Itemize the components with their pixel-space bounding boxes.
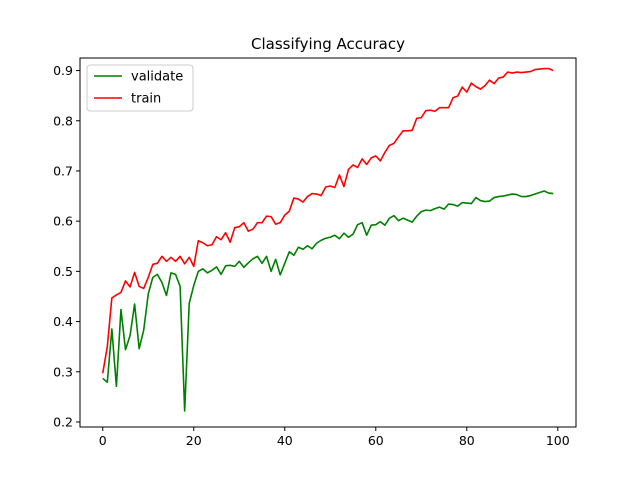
x-axis-ticks: 0 20 40 60 80 100 <box>99 427 570 448</box>
y-axis-ticks: 0.2 0.3 0.4 0.5 0.6 0.7 0.8 0.9 <box>53 63 80 429</box>
legend-label-train: train <box>131 92 161 107</box>
x-tick-label: 0 <box>99 433 107 448</box>
legend: validate train <box>86 64 194 112</box>
axes <box>79 57 577 428</box>
y-tick-label: 0.9 <box>53 63 73 78</box>
legend-label-validate: validate <box>131 70 183 85</box>
plot-frame <box>79 57 577 428</box>
x-tick-label: 20 <box>186 433 202 448</box>
y-tick-label: 0.2 <box>53 414 73 429</box>
y-tick-label: 0.4 <box>53 314 73 329</box>
chart-title: Classifying Accuracy <box>251 35 405 53</box>
x-tick-label: 40 <box>277 433 293 448</box>
series-line-train <box>101 67 554 374</box>
y-tick-label: 0.6 <box>53 214 73 229</box>
x-tick-label: 80 <box>459 433 475 448</box>
x-tick-label: 60 <box>368 433 384 448</box>
y-tick-label: 0.8 <box>53 113 73 128</box>
y-tick-label: 0.3 <box>53 364 73 379</box>
y-tick-label: 0.7 <box>53 163 73 178</box>
y-tick-label: 0.5 <box>53 264 73 279</box>
x-tick-label: 100 <box>546 433 570 448</box>
plot-lines <box>101 67 554 412</box>
series-line-validate <box>102 190 554 412</box>
